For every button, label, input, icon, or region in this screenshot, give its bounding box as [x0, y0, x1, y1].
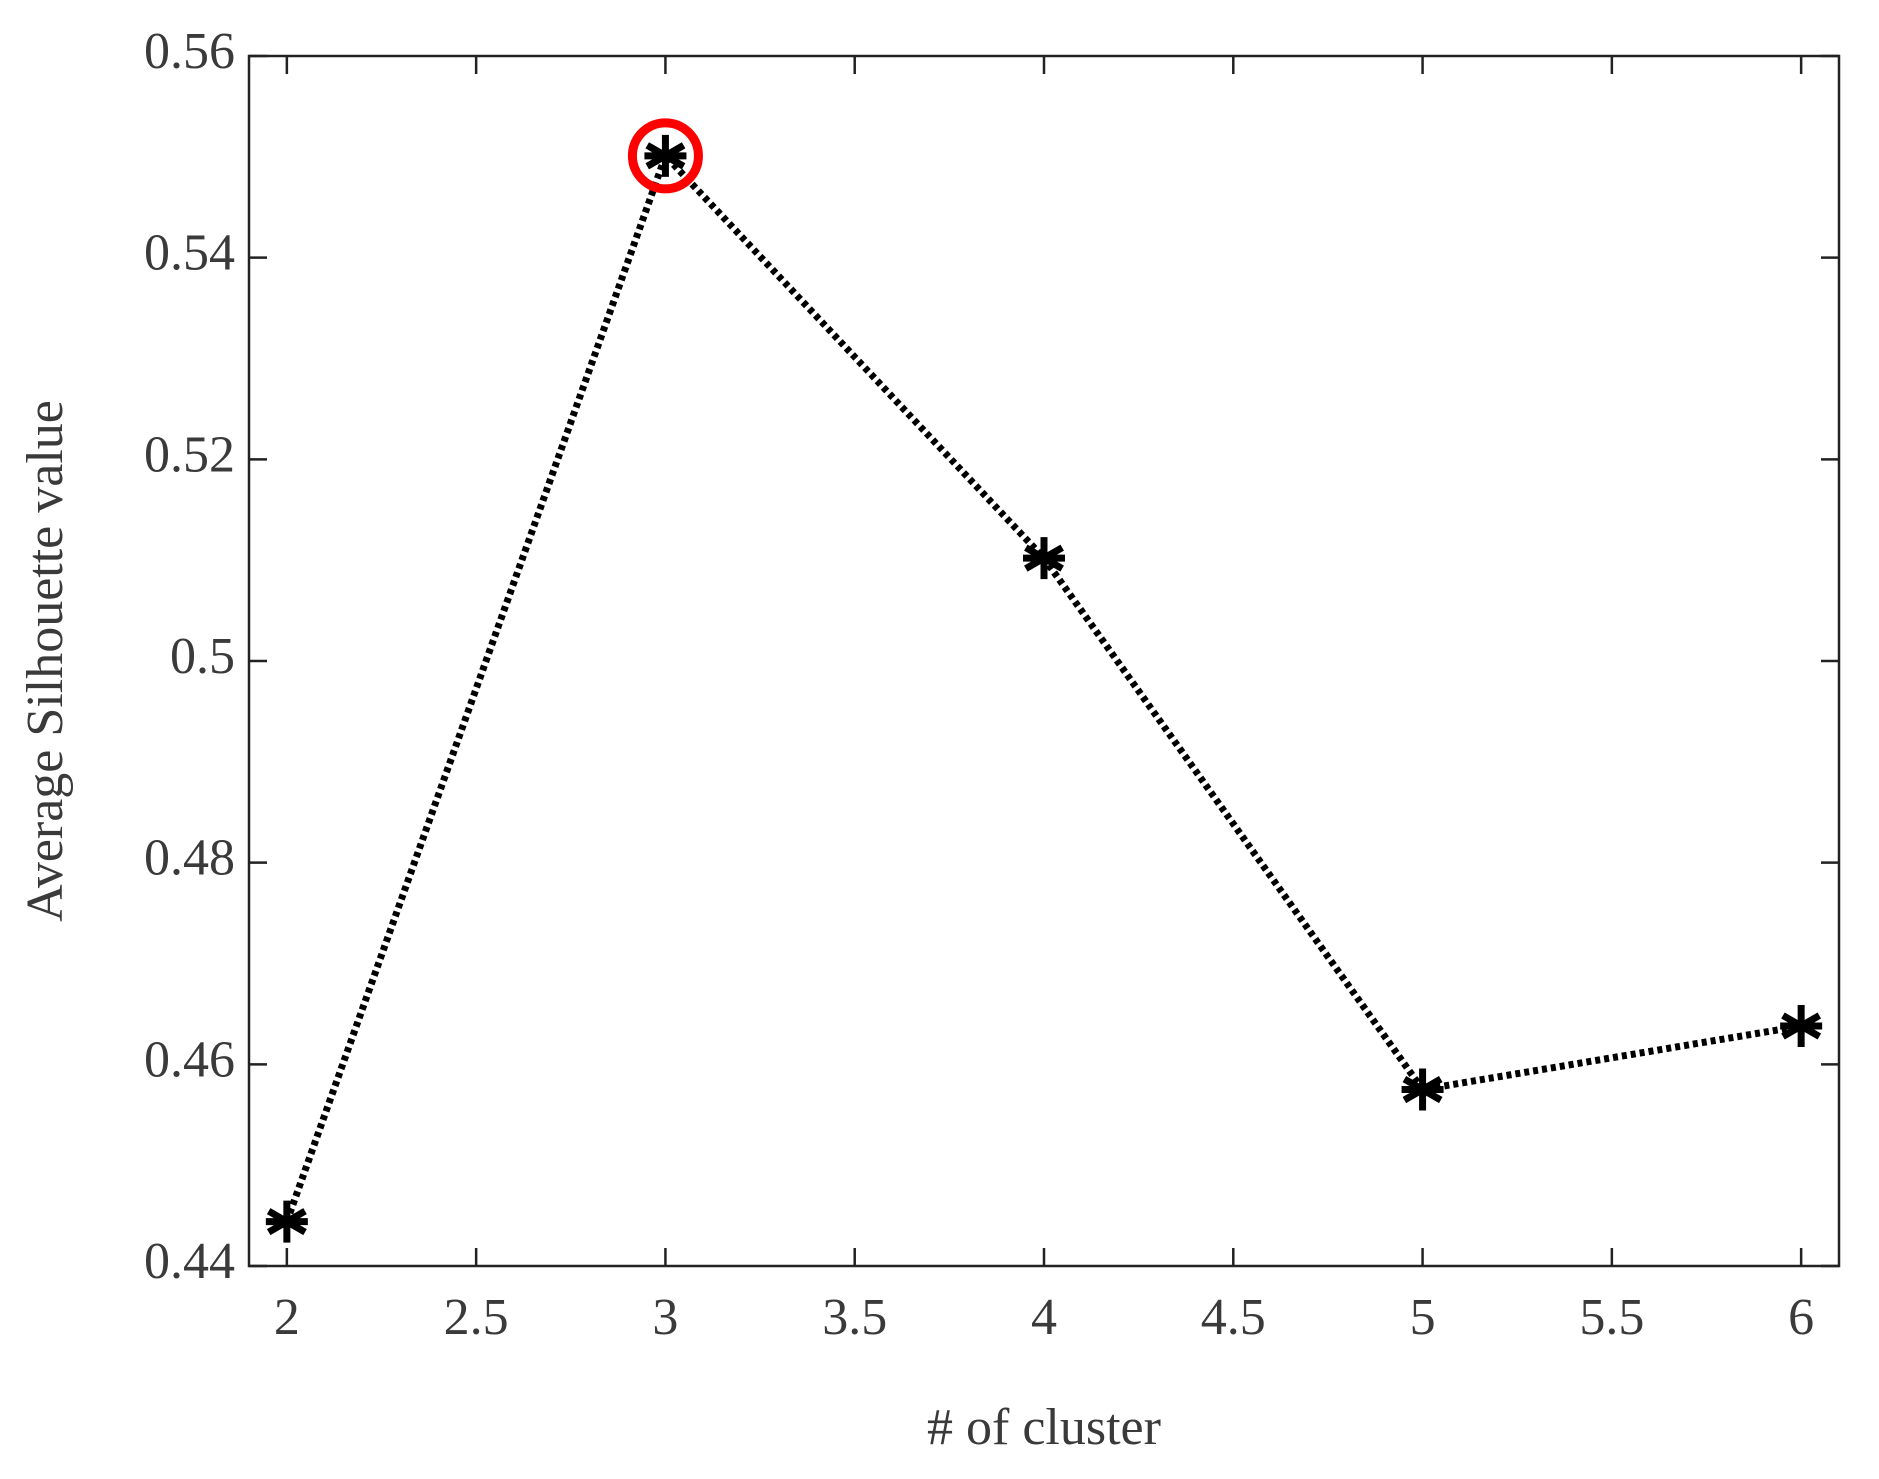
point-marker [644, 134, 687, 177]
x-tick-label: 4 [1031, 1289, 1057, 1346]
y-tick-label: 0.44 [144, 1233, 235, 1290]
x-tick-label: 2.5 [444, 1289, 509, 1346]
y-tick-label: 0.46 [144, 1031, 235, 1088]
data-line [283, 149, 1802, 1223]
highlight-circle [627, 118, 703, 194]
y-tick-label: 0.48 [144, 830, 235, 887]
y-tick-label: 0.52 [144, 426, 235, 483]
x-tick-label: 3.5 [822, 1289, 887, 1346]
x-tick-label: 5.5 [1579, 1289, 1644, 1346]
y-axis-label: Average Silhouette value [17, 400, 74, 922]
x-tick-label: 6 [1788, 1289, 1814, 1346]
x-axis-label: # of cluster [927, 1399, 1161, 1456]
x-tick-label: 4.5 [1201, 1289, 1266, 1346]
y-tick-label: 0.56 [144, 23, 235, 80]
point-marker [1023, 537, 1065, 580]
x-tick-label: 3 [652, 1289, 678, 1346]
y-tick-label: 0.5 [170, 628, 235, 685]
x-tick-label: 2 [274, 1289, 300, 1346]
point-marker [1401, 1068, 1444, 1111]
y-tick-label: 0.54 [144, 225, 235, 282]
x-tick-label: 5 [1410, 1289, 1436, 1346]
point-marker [1780, 1005, 1823, 1048]
point-marker [265, 1200, 308, 1243]
